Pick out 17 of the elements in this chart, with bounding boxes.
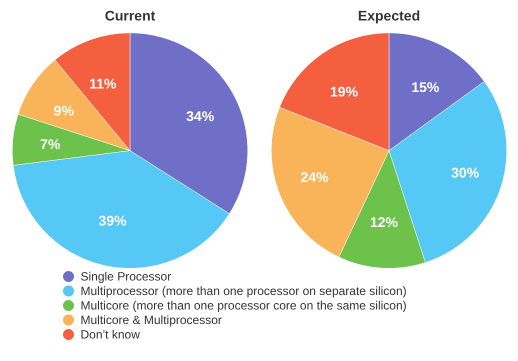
legend-label: Don’t know: [80, 328, 140, 342]
legend-label: Multicore & Multiprocessor: [80, 313, 222, 327]
data-label: 30%: [451, 164, 480, 181]
chart-title: Expected: [358, 8, 420, 24]
data-label: 15%: [411, 78, 440, 95]
data-label: 39%: [98, 212, 128, 228]
data-label: 7%: [40, 136, 61, 152]
data-label: 24%: [300, 168, 330, 185]
data-label: 11%: [89, 75, 118, 92]
data-label: 12%: [370, 214, 399, 230]
chart-title: Current: [104, 8, 156, 24]
legend-label: Multicore (more than one processor core on the same silicon): [80, 298, 407, 312]
data-label: 34%: [186, 108, 215, 124]
legend-label: Multiprocessor (more than one processor on separate silicon): [80, 284, 407, 298]
data-label: 19%: [330, 83, 359, 100]
data-label: 9%: [54, 102, 74, 118]
legend-label: Single Processor: [80, 270, 172, 284]
